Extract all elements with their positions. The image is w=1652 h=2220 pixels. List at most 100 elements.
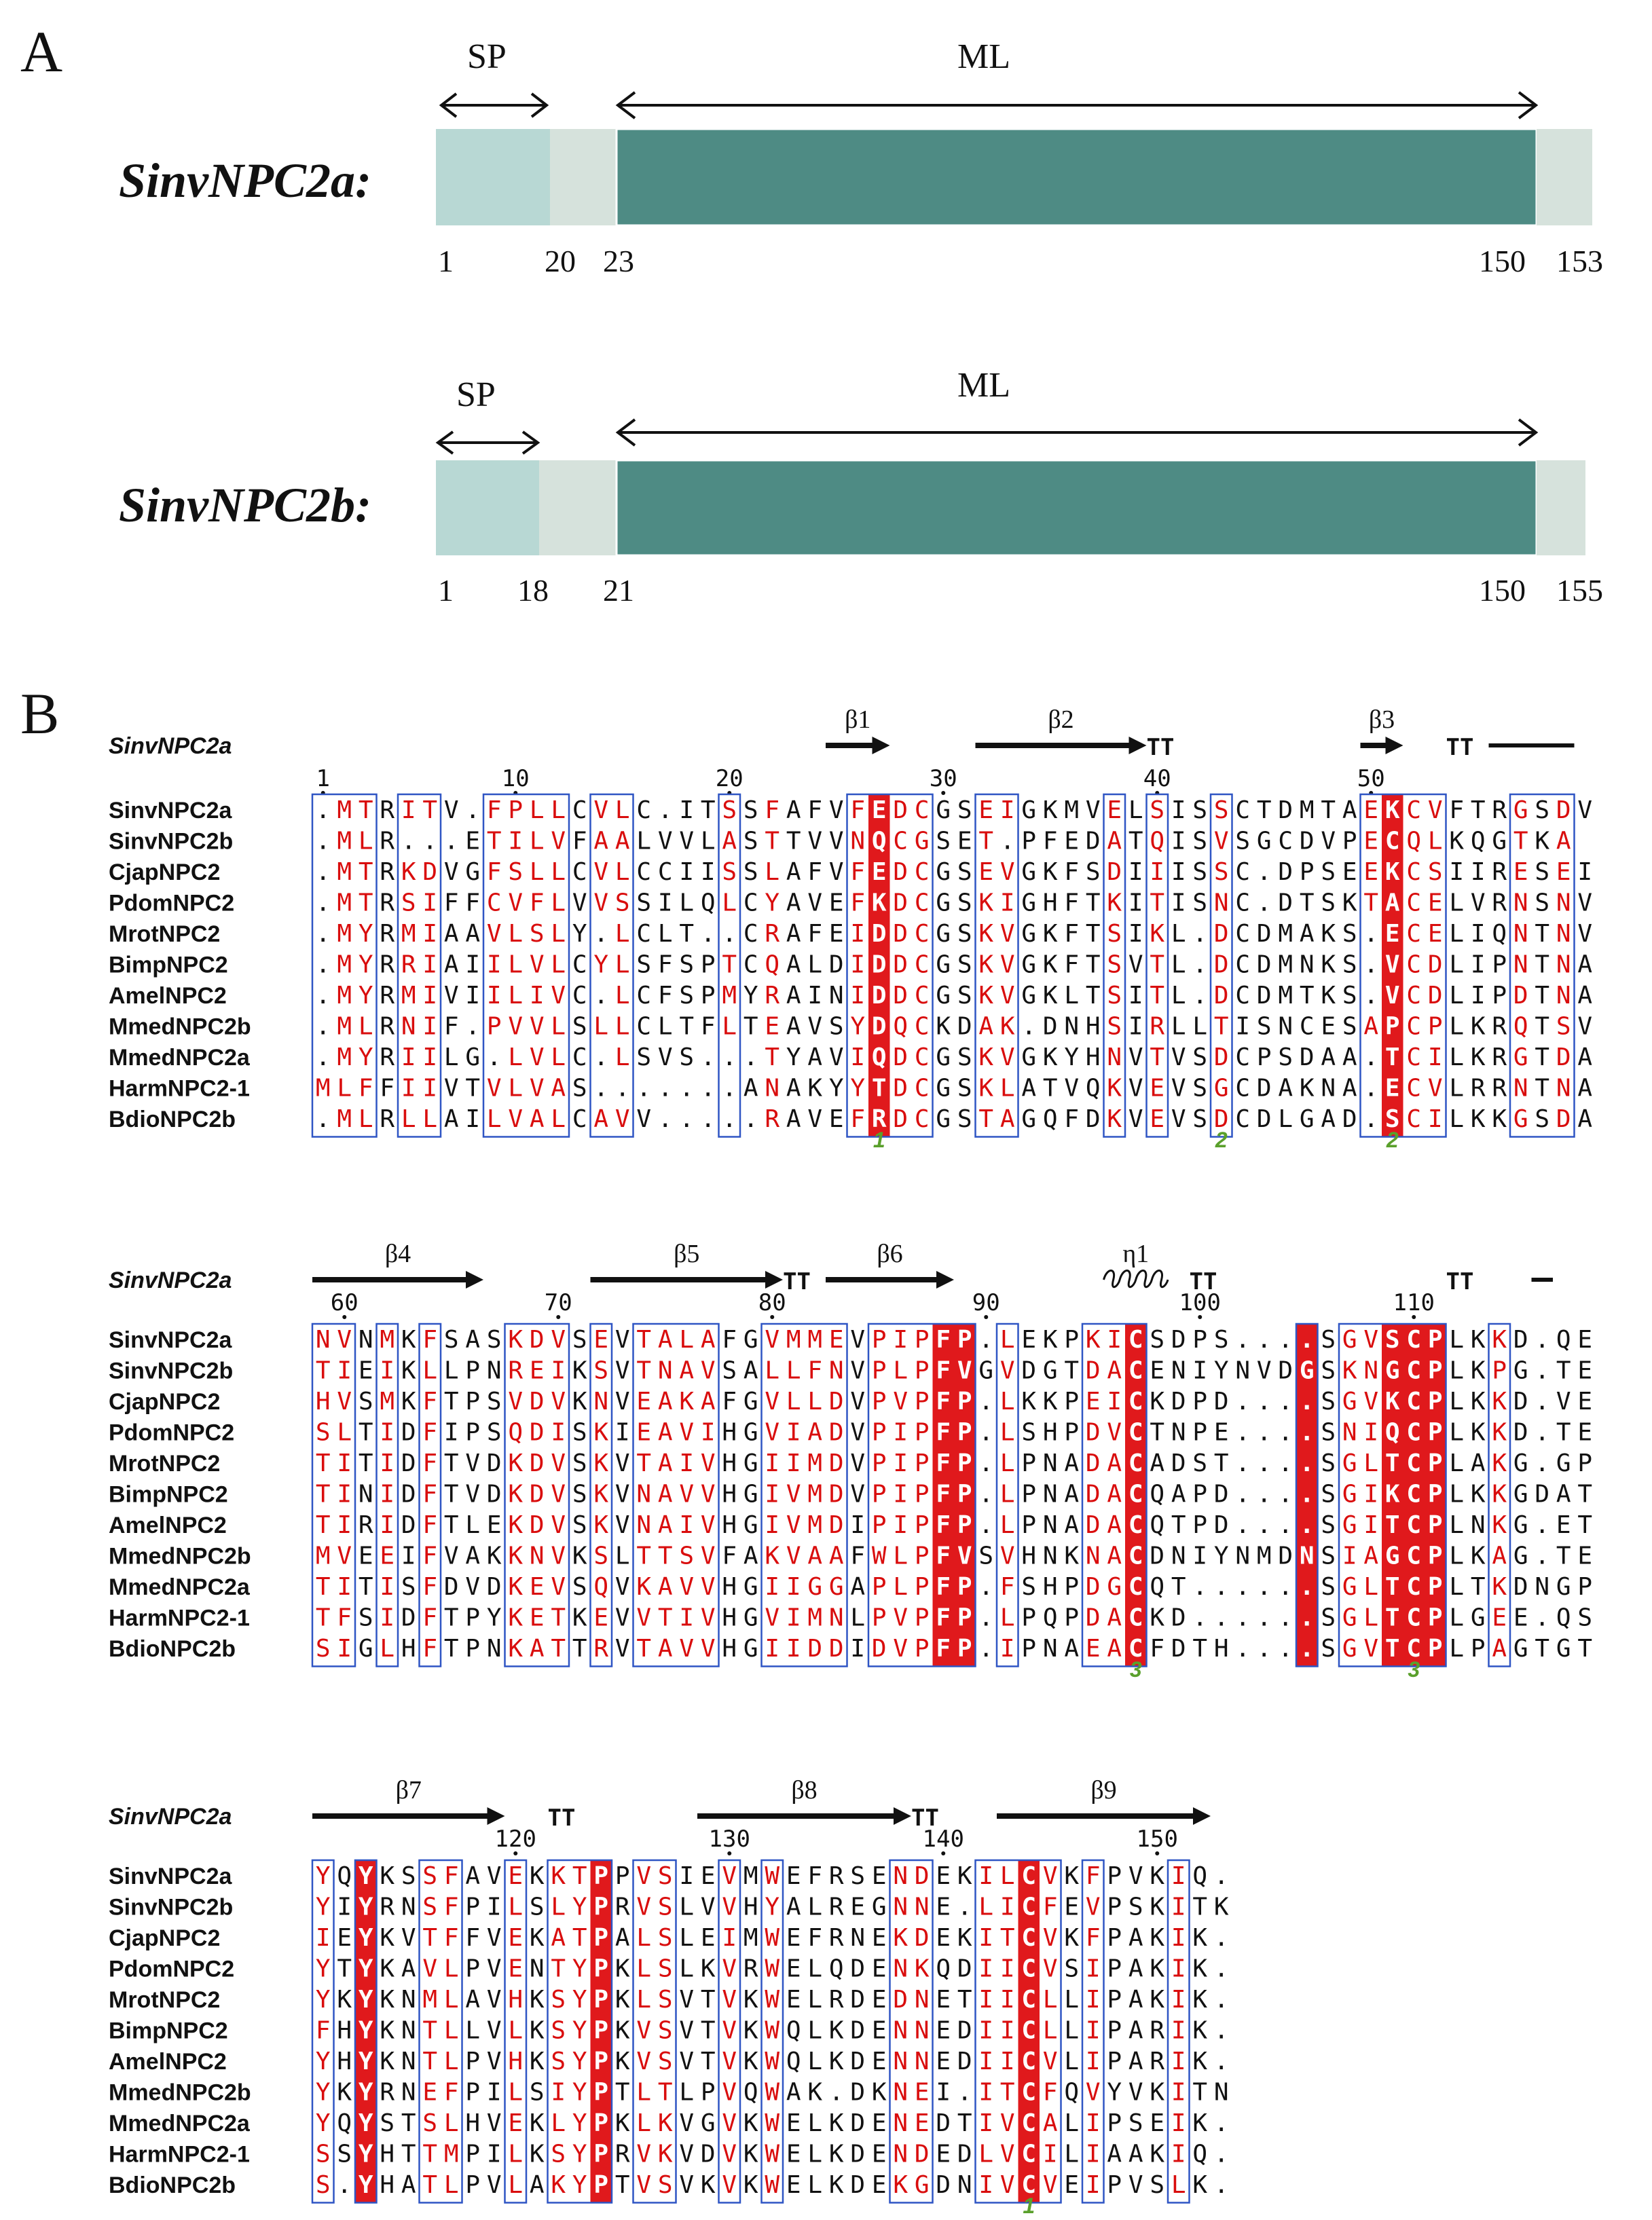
residue: L <box>636 828 651 855</box>
residue: D <box>1086 1419 1101 1447</box>
residue: F <box>465 889 480 917</box>
residue: . <box>1278 1511 1293 1539</box>
residue: E <box>530 1604 545 1632</box>
residue: F <box>422 1419 437 1447</box>
residue: L <box>530 796 545 824</box>
alignment-row: MmedNPC2b. M L R N I F. P V V L S L L C L T F L T E A V S Y D Q C K D… <box>109 1013 1592 1041</box>
residue: M <box>337 951 352 979</box>
residue: C <box>1406 1481 1421 1509</box>
residue: T <box>1385 1511 1400 1539</box>
residue: S <box>316 2171 331 2199</box>
residue: K <box>1342 889 1357 917</box>
residue: A <box>401 2171 416 2199</box>
residue: D <box>530 1481 545 1509</box>
residue: A <box>1107 1604 1122 1632</box>
residue: . <box>1363 982 1378 1010</box>
residue: F <box>850 796 865 824</box>
residue: T <box>765 1043 779 1071</box>
residue: K <box>508 1449 523 1477</box>
residue: S <box>1321 1449 1336 1477</box>
residue: A <box>786 2079 801 2107</box>
residue: T <box>636 1542 651 1570</box>
residue: P <box>1021 828 1036 855</box>
residue: R <box>380 951 394 979</box>
sequence-name: MmedNPC2a <box>109 1574 251 1600</box>
residue: K <box>572 1388 587 1416</box>
residue: S <box>401 1573 416 1601</box>
residue: R <box>1150 2048 1164 2075</box>
residue: Y <box>1214 1357 1229 1385</box>
residue: A <box>701 1388 716 1416</box>
residue: R <box>615 1893 630 1921</box>
residue: L <box>1449 1013 1464 1041</box>
residue: L <box>551 951 566 979</box>
residue: P <box>1021 1604 1036 1632</box>
residue: P <box>872 1326 887 1354</box>
residue: K <box>978 920 993 948</box>
disulfide-label: 2 <box>1386 1128 1399 1152</box>
residue: V <box>508 1013 523 1041</box>
residue: G <box>744 1481 758 1509</box>
residue: P <box>508 796 523 824</box>
residue: K <box>1535 828 1549 855</box>
residue: T <box>679 920 694 948</box>
residue: S <box>636 1043 651 1071</box>
residue: T <box>658 1604 673 1632</box>
residue: K <box>1064 1924 1079 1952</box>
residue: Y <box>850 1075 865 1103</box>
residue: S <box>508 858 523 886</box>
residue: V <box>615 1635 630 1663</box>
residue: K <box>658 2141 673 2168</box>
residue: F <box>936 1388 951 1416</box>
residue: C <box>636 858 651 886</box>
residue: . <box>1300 1419 1315 1447</box>
residue: D <box>829 1635 844 1663</box>
residue: K <box>978 982 993 1010</box>
sequence-name: CjapNPC2 <box>109 1925 220 1951</box>
residue: S <box>1192 796 1207 824</box>
residue: D <box>1021 1357 1036 1385</box>
residue: . <box>1300 1481 1315 1509</box>
residue: F <box>936 1573 951 1601</box>
residue: P <box>465 2171 480 2199</box>
residue: C <box>915 1075 930 1103</box>
residue: T <box>978 1105 993 1133</box>
ruler-dot <box>727 1851 732 1855</box>
residue: . <box>1235 1511 1250 1539</box>
residue: Q <box>1150 1573 1164 1601</box>
residue: Q <box>744 2079 758 2107</box>
residue: R <box>615 2141 630 2168</box>
residue: P <box>1428 1511 1443 1539</box>
residue: F <box>765 796 779 824</box>
secondary-structure-β4: β4 <box>312 1240 483 1289</box>
residue: P <box>1428 1604 1443 1632</box>
residue: F <box>1086 1862 1101 1890</box>
residue: S <box>551 2048 566 2075</box>
turn-label: TT <box>783 1268 811 1295</box>
residue: V <box>701 1635 716 1663</box>
residue: I <box>1171 1893 1186 1921</box>
residue: A <box>1363 1013 1378 1041</box>
residue: I <box>978 1924 993 1952</box>
residue: D <box>1171 1604 1186 1632</box>
residue: M <box>1278 982 1293 1010</box>
residue: S <box>422 1862 437 1890</box>
residue: H <box>401 1635 416 1663</box>
residue: D <box>401 1481 416 1509</box>
residue: F <box>722 1388 737 1416</box>
residue: V <box>615 1105 630 1133</box>
residue: P <box>465 1419 480 1447</box>
residue: C <box>572 982 587 1010</box>
residue: V <box>765 1388 779 1416</box>
residue: K <box>744 2171 758 2199</box>
residue: P <box>593 2171 608 2199</box>
residue: V <box>1577 920 1592 948</box>
residue: T <box>1150 951 1164 979</box>
residue: C <box>915 858 930 886</box>
identical-column-bg <box>1018 1860 1040 2203</box>
conservation-box <box>1509 793 1575 1138</box>
residue: K <box>1214 1893 1229 1921</box>
residue: V <box>530 1075 545 1103</box>
residue: Q <box>337 2109 352 2137</box>
residue: V <box>722 2017 737 2045</box>
